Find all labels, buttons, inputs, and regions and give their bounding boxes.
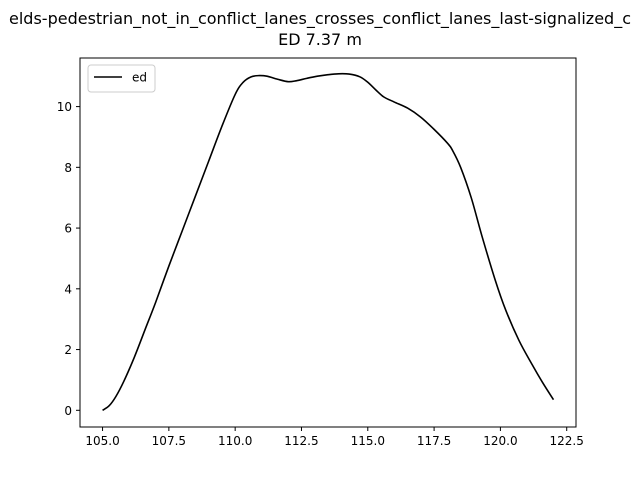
- x-tick-label: 110.0: [218, 434, 252, 448]
- y-tick-label: 10: [57, 100, 72, 114]
- chart-subtitle: ED 7.37 m: [278, 30, 362, 49]
- y-axis: 0 2 4 6 8 10: [57, 100, 80, 418]
- legend-label-ed: ed: [132, 71, 147, 85]
- x-tick-label: 112.5: [284, 434, 318, 448]
- x-tick-label: 120.0: [483, 434, 517, 448]
- plot-frame: [80, 58, 576, 427]
- x-tick-label: 115.0: [351, 434, 385, 448]
- y-tick-label: 4: [64, 282, 72, 296]
- y-tick-label: 0: [64, 404, 72, 418]
- series-line-ed: [102, 72, 555, 411]
- series-layer: [102, 72, 555, 411]
- legend-box: [87, 64, 156, 93]
- y-tick-label: 2: [64, 343, 72, 357]
- chart-title: elds-pedestrian_not_in_conflict_lanes_cr…: [9, 9, 631, 29]
- legend: ed: [87, 64, 156, 93]
- y-tick-label: 8: [64, 161, 72, 175]
- plot-area: [79, 57, 577, 428]
- x-axis: 105.0 107.5 110.0 112.5 115.0 117.5 120.0 122.5: [85, 427, 584, 448]
- x-tick-label: 117.5: [417, 434, 451, 448]
- y-tick-label: 6: [64, 222, 72, 236]
- x-tick-label: 107.5: [152, 434, 186, 448]
- x-tick-label: 122.5: [550, 434, 584, 448]
- x-tick-label: 105.0: [85, 434, 119, 448]
- axes-frame: [79, 57, 577, 428]
